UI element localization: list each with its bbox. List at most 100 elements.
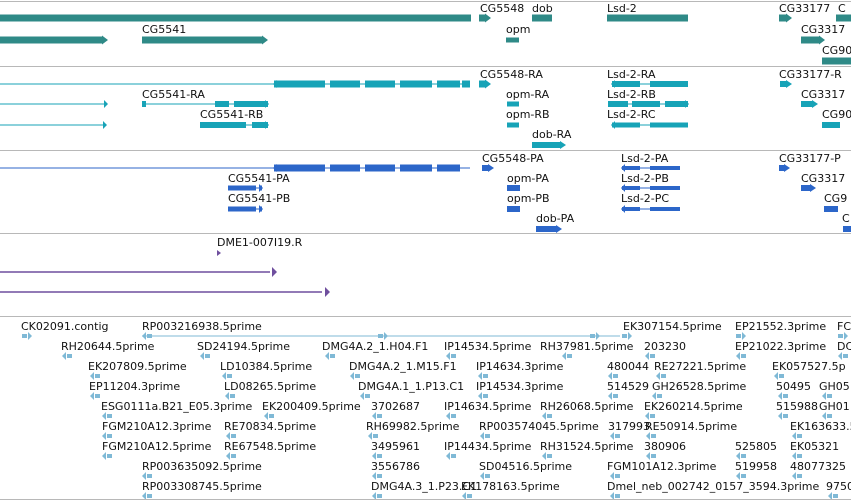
gene-bar-left[interactable] xyxy=(0,35,108,45)
model-label-cg5548-pa[interactable]: CG5548-PA xyxy=(482,152,544,165)
model-cg5548-pa-exon[interactable] xyxy=(400,164,432,172)
est-label[interactable]: EP21022.3prime xyxy=(735,340,827,353)
gene-label-cg90[interactable]: CG90 xyxy=(822,44,851,57)
transcript-label-opm-ra[interactable]: opm-RA xyxy=(506,88,550,101)
est-strand-arrow[interactable] xyxy=(736,472,740,480)
est-feature[interactable] xyxy=(377,454,382,458)
est-feature[interactable] xyxy=(467,494,472,498)
est-label[interactable]: EP21552.3prime xyxy=(735,320,827,333)
est-feature[interactable] xyxy=(613,374,618,378)
est-feature[interactable] xyxy=(622,334,627,338)
est-strand-arrow[interactable] xyxy=(844,332,848,340)
est-strand-arrow[interactable] xyxy=(226,432,230,440)
model-lsd-2-pc-strand-arrow[interactable] xyxy=(621,205,625,213)
est-label[interactable]: DMG4A.3_1.P23.C1 xyxy=(371,480,478,493)
gene-bar-cg90[interactable] xyxy=(822,57,851,65)
est-strand-arrow[interactable] xyxy=(102,412,106,420)
transcript-cg5548-ra-exon[interactable] xyxy=(365,80,395,88)
est-label[interactable]: EK200409.5prime xyxy=(262,400,361,413)
est-feature[interactable] xyxy=(451,354,456,358)
est-strand-arrow[interactable] xyxy=(610,432,614,440)
est-strand-arrow[interactable] xyxy=(325,352,329,360)
est-label[interactable]: EK307154.5prime xyxy=(623,320,722,333)
est-label[interactable]: 9750 xyxy=(826,480,851,493)
est-strand-arrow[interactable] xyxy=(142,472,146,480)
est-strand-arrow[interactable] xyxy=(596,332,600,340)
transcript-label-lsd-2-rb[interactable]: Lsd-2-RB xyxy=(607,88,656,101)
est-feature[interactable] xyxy=(797,474,802,478)
transcript-cg5548-ra-exon[interactable] xyxy=(400,80,432,88)
gene-label-lsd-2[interactable]: Lsd-2 xyxy=(607,2,637,15)
est-strand-arrow[interactable] xyxy=(542,412,546,420)
model-cg5548-pa-strand-arrow[interactable] xyxy=(273,164,277,172)
est-feature[interactable] xyxy=(783,414,788,418)
gene-label-cg33177[interactable]: CG33177 xyxy=(779,2,831,15)
est-feature[interactable] xyxy=(147,494,152,498)
est-label[interactable]: EK057527.5p xyxy=(772,360,846,373)
est-feature[interactable] xyxy=(377,474,382,478)
est-feature[interactable] xyxy=(797,454,802,458)
model-cg5541-pb-exon[interactable] xyxy=(228,206,256,212)
est-label[interactable]: RH37981.5prime xyxy=(540,340,634,353)
transcript-lsd-2-rb-exon[interactable] xyxy=(608,101,628,107)
est-strand-arrow[interactable] xyxy=(792,452,796,460)
est-label[interactable]: RH26068.5prime xyxy=(540,400,634,413)
est-strand-arrow[interactable] xyxy=(372,412,376,420)
est-feature[interactable] xyxy=(650,354,655,358)
est-feature[interactable] xyxy=(779,374,784,378)
est-feature[interactable] xyxy=(378,334,383,338)
est-strand-arrow[interactable] xyxy=(822,392,826,400)
est-feature[interactable] xyxy=(147,334,152,338)
est-strand-arrow[interactable] xyxy=(742,332,746,340)
est-feature[interactable] xyxy=(613,394,618,398)
est-label[interactable]: GH26528.5prime xyxy=(652,380,747,393)
est-feature[interactable] xyxy=(355,374,360,378)
est-label[interactable]: RP003308745.5prime xyxy=(142,480,262,493)
est-feature[interactable] xyxy=(650,414,655,418)
model-label-dob-pa[interactable]: dob-PA xyxy=(536,212,575,225)
model-cg5548-pa-exon[interactable] xyxy=(437,164,460,172)
transcript-lsd-2-rb-exon[interactable] xyxy=(665,101,688,107)
transcript-label-cg33177-r[interactable]: CG33177-R xyxy=(779,68,842,81)
est-feature[interactable] xyxy=(483,374,488,378)
est-strand-arrow[interactable] xyxy=(608,372,612,380)
est-strand-arrow[interactable] xyxy=(778,412,782,420)
est-feature[interactable] xyxy=(651,434,656,438)
transcript-cg5541-rb-exon[interactable] xyxy=(200,122,246,128)
transcript-label-cg5548-ra[interactable]: CG5548-RA xyxy=(480,68,543,81)
est-label[interactable]: IP14534.3prime xyxy=(476,380,564,393)
est-label[interactable]: IP14434.5prime xyxy=(444,440,532,453)
model-label-opm-pb[interactable]: opm-PB xyxy=(507,192,550,205)
model-opm-pa[interactable] xyxy=(507,185,520,191)
transcript-lsd-2-ra-strand-arrow[interactable] xyxy=(611,80,615,88)
est-label[interactable]: RH31524.5prime xyxy=(540,440,634,453)
transcript-lsd-2-rc-strand-arrow[interactable] xyxy=(611,121,615,129)
est-feature[interactable] xyxy=(365,394,370,398)
est-feature[interactable] xyxy=(783,394,788,398)
clone-arrow-1[interactable] xyxy=(272,267,277,277)
transcript-dob-ra[interactable] xyxy=(532,141,566,149)
est-feature[interactable] xyxy=(451,454,456,458)
est-label[interactable]: 525805 xyxy=(735,440,777,453)
est-strand-arrow[interactable] xyxy=(225,392,229,400)
est-feature[interactable] xyxy=(590,334,595,338)
est-label[interactable]: LD10384.5prime xyxy=(220,360,313,373)
est-label[interactable]: IP14634.5prime xyxy=(444,400,532,413)
transcript-opm-rb[interactable] xyxy=(507,122,519,128)
est-label[interactable]: RP003574045.5prime xyxy=(479,420,599,433)
transcript-lsd-2-ra-exon[interactable] xyxy=(612,81,640,87)
est-feature[interactable] xyxy=(107,454,112,458)
est-label[interactable]: 3495961 xyxy=(371,440,420,453)
model-lsd-2-pa-exon[interactable] xyxy=(650,166,680,170)
est-feature[interactable] xyxy=(95,374,100,378)
est-strand-arrow[interactable] xyxy=(774,372,778,380)
gene-bar-opm[interactable] xyxy=(506,37,519,43)
transcript-cg5541-ra-exon[interactable] xyxy=(234,101,268,107)
est-strand-arrow[interactable] xyxy=(610,492,614,500)
est-label[interactable]: 519958 xyxy=(735,460,777,473)
est-strand-arrow[interactable] xyxy=(62,352,66,360)
est-strand-arrow[interactable] xyxy=(608,392,612,400)
est-label[interactable]: 514529 xyxy=(607,380,649,393)
est-label[interactable]: DC xyxy=(837,340,851,353)
est-label[interactable]: SD24194.5prime xyxy=(197,340,290,353)
